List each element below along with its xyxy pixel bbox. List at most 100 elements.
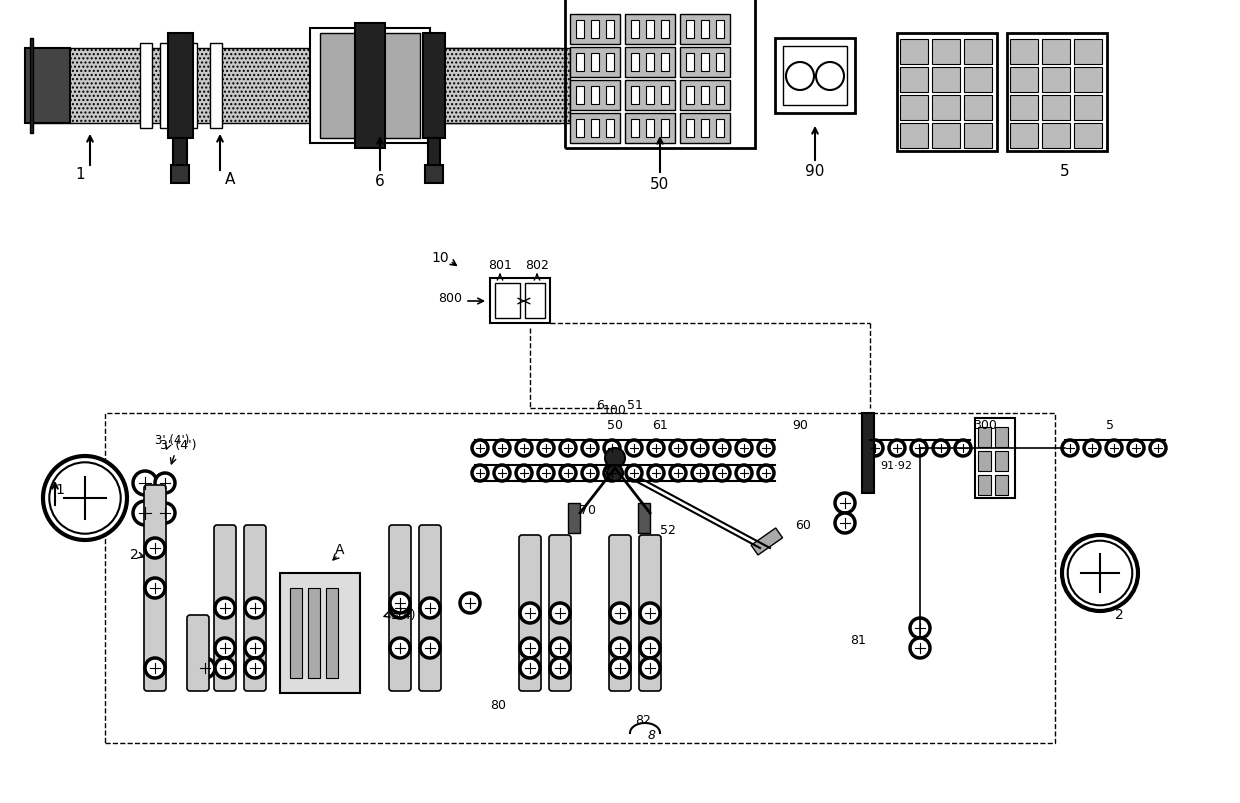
Circle shape — [472, 441, 489, 456]
Bar — [978, 451, 991, 471]
Text: 6: 6 — [596, 398, 604, 411]
Text: 3(4): 3(4) — [391, 608, 415, 622]
Bar — [140, 44, 153, 128]
Bar — [646, 120, 653, 138]
Circle shape — [582, 441, 598, 456]
Bar — [715, 120, 724, 138]
Bar — [495, 283, 520, 319]
Bar — [1042, 124, 1070, 149]
Bar — [606, 21, 614, 39]
Bar — [701, 54, 709, 72]
Circle shape — [692, 441, 708, 456]
Text: 81: 81 — [849, 634, 866, 646]
Bar — [1007, 34, 1107, 152]
Bar — [570, 48, 620, 78]
Circle shape — [955, 441, 971, 456]
Circle shape — [1128, 441, 1145, 456]
Bar — [1074, 124, 1102, 149]
Bar — [900, 96, 928, 120]
Bar — [701, 21, 709, 39]
Bar — [565, 0, 755, 149]
Bar — [1042, 68, 1070, 93]
Bar — [932, 68, 960, 93]
Bar — [525, 283, 546, 319]
Bar — [646, 87, 653, 105]
Circle shape — [133, 471, 157, 495]
Bar — [932, 40, 960, 65]
Bar — [897, 34, 997, 152]
Circle shape — [911, 441, 928, 456]
Circle shape — [155, 503, 175, 524]
FancyBboxPatch shape — [389, 525, 410, 691]
Bar — [1074, 68, 1102, 93]
Bar — [646, 54, 653, 72]
Circle shape — [43, 456, 126, 540]
Circle shape — [835, 493, 856, 513]
Circle shape — [610, 658, 630, 679]
Text: 70: 70 — [580, 503, 596, 516]
Bar — [490, 279, 551, 324]
Text: 10: 10 — [432, 251, 449, 265]
Circle shape — [538, 466, 554, 482]
Bar — [423, 34, 445, 139]
Circle shape — [391, 598, 410, 618]
Bar — [105, 414, 1055, 743]
Text: 91·92: 91·92 — [880, 460, 911, 471]
Circle shape — [889, 441, 905, 456]
Circle shape — [246, 638, 265, 658]
Bar — [30, 49, 560, 124]
Bar — [680, 15, 730, 45]
Bar — [428, 139, 440, 169]
Text: A: A — [224, 172, 236, 187]
Circle shape — [145, 578, 165, 598]
Circle shape — [494, 466, 510, 482]
Text: 800: 800 — [438, 291, 463, 304]
Circle shape — [714, 466, 730, 482]
Text: 801: 801 — [489, 259, 512, 271]
FancyBboxPatch shape — [639, 536, 661, 691]
Text: 90: 90 — [805, 164, 825, 179]
Bar — [900, 68, 928, 93]
Bar — [290, 589, 303, 679]
Circle shape — [649, 466, 663, 482]
Bar — [174, 139, 187, 169]
Bar — [994, 475, 1008, 495]
Circle shape — [195, 658, 215, 679]
FancyBboxPatch shape — [187, 615, 210, 691]
Circle shape — [133, 501, 157, 525]
FancyBboxPatch shape — [549, 536, 570, 691]
Bar — [862, 414, 874, 493]
Circle shape — [640, 638, 660, 658]
Text: 80: 80 — [490, 698, 506, 711]
Bar — [631, 120, 639, 138]
Text: 8: 8 — [649, 728, 656, 741]
Text: 60: 60 — [795, 519, 811, 532]
Bar — [167, 34, 193, 139]
Bar — [355, 24, 384, 149]
Bar — [577, 21, 584, 39]
Bar — [326, 589, 339, 679]
Bar — [1074, 96, 1102, 120]
FancyBboxPatch shape — [419, 525, 441, 691]
FancyBboxPatch shape — [609, 536, 631, 691]
Circle shape — [932, 441, 949, 456]
Circle shape — [420, 638, 440, 658]
Text: 2: 2 — [130, 548, 139, 561]
Text: 1: 1 — [76, 167, 84, 181]
Text: 61: 61 — [652, 418, 668, 431]
Bar — [782, 47, 847, 106]
FancyBboxPatch shape — [25, 49, 69, 124]
Text: 1: 1 — [55, 483, 64, 496]
Bar — [1042, 96, 1070, 120]
Bar — [591, 87, 599, 105]
Bar — [171, 165, 188, 184]
Text: 6: 6 — [376, 173, 384, 189]
Bar — [625, 81, 675, 111]
Circle shape — [1061, 536, 1138, 611]
Circle shape — [737, 466, 751, 482]
Bar — [963, 124, 992, 149]
Bar — [430, 49, 570, 124]
Circle shape — [737, 441, 751, 456]
Text: 3' (4'): 3' (4') — [160, 438, 196, 451]
Bar — [978, 475, 991, 495]
